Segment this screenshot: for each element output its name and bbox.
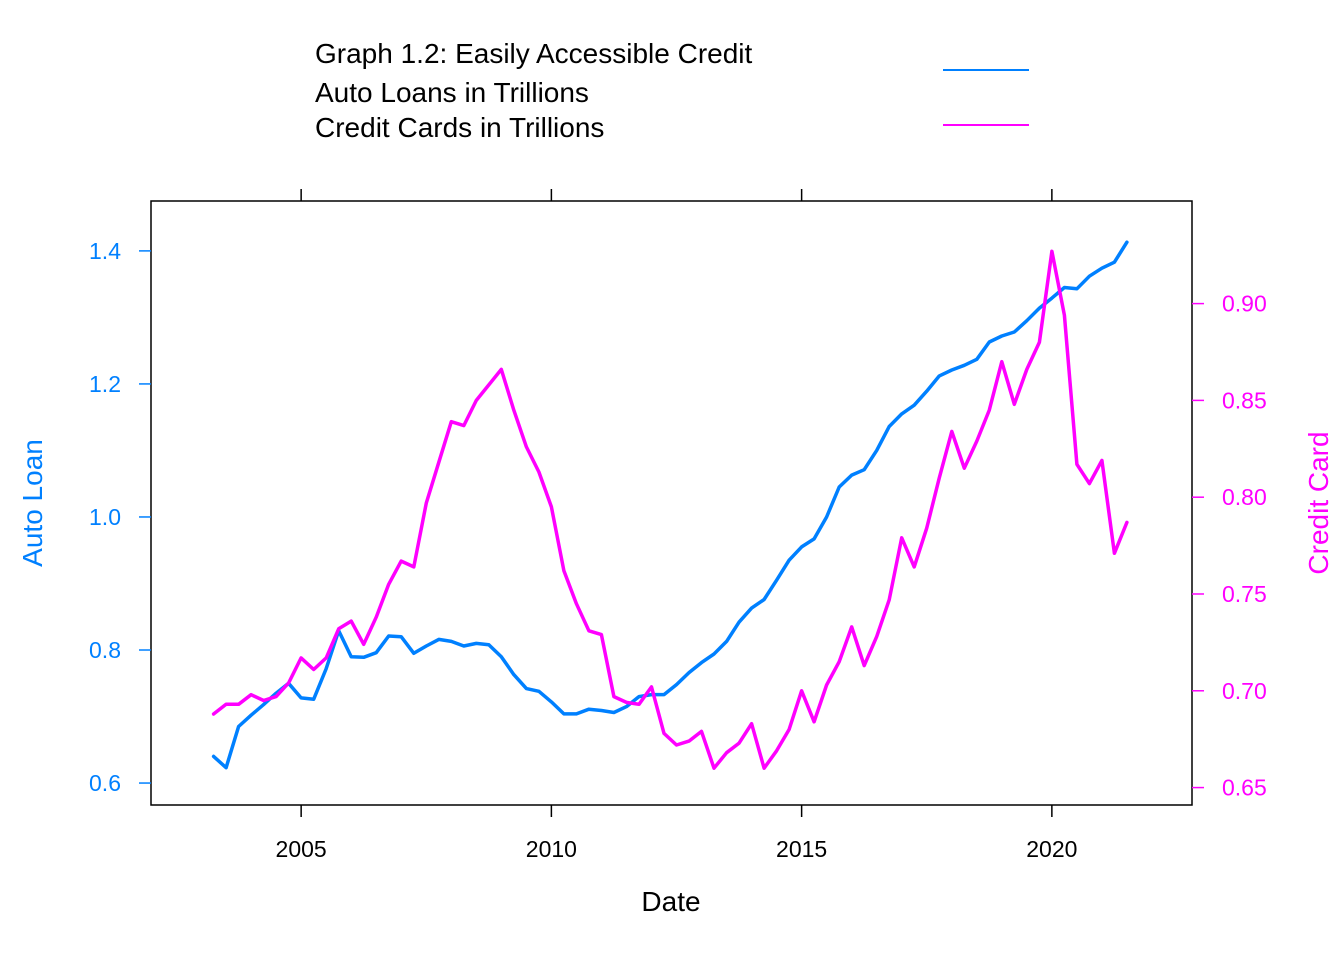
x-axis-label: Date — [641, 886, 700, 917]
x-tick-label: 2005 — [276, 836, 327, 862]
series-line-auto-loans-in-trillions — [211, 240, 1129, 770]
legend-label-credit-cards: Credit Cards in Trillions — [315, 112, 604, 143]
y-right-tick-label: 0.70 — [1222, 678, 1267, 704]
plot-frame — [150, 200, 1193, 806]
legend-title: Graph 1.2: Easily Accessible Credit — [315, 38, 753, 69]
x-tick-label: 2015 — [776, 836, 827, 862]
x-tick-label: 2010 — [526, 836, 577, 862]
y-right-tick-label: 0.75 — [1222, 581, 1267, 607]
y-left-tick-label: 0.8 — [89, 637, 121, 663]
x-axis: 2005 2010 2015 2020 — [276, 189, 1077, 862]
y-axis-label-right: Credit Card — [1303, 431, 1334, 574]
y-left-tick-label: 1.2 — [89, 371, 121, 397]
y-axis-label-left: Auto Loan — [17, 439, 48, 567]
y-right-tick-label: 0.85 — [1222, 387, 1267, 413]
y-right-tick-label: 0.65 — [1222, 775, 1267, 801]
y-axis-right: 0.65 0.70 0.75 0.80 0.85 0.90 — [1192, 291, 1267, 801]
y-axis-left: 0.6 0.8 1.0 1.2 1.4 — [89, 238, 151, 796]
series-layer — [211, 240, 1129, 770]
y-right-tick-label: 0.90 — [1222, 291, 1267, 317]
y-left-tick-label: 1.4 — [89, 238, 121, 264]
series-line-credit-cards-in-trillions — [211, 249, 1129, 770]
y-left-tick-label: 0.6 — [89, 770, 121, 796]
y-left-tick-label: 1.0 — [89, 504, 121, 530]
y-right-tick-label: 0.80 — [1222, 484, 1267, 510]
legend-label-auto-loans: Auto Loans in Trillions — [315, 77, 589, 108]
x-tick-label: 2020 — [1026, 836, 1077, 862]
legend: Graph 1.2: Easily Accessible Credit Auto… — [315, 38, 1029, 143]
